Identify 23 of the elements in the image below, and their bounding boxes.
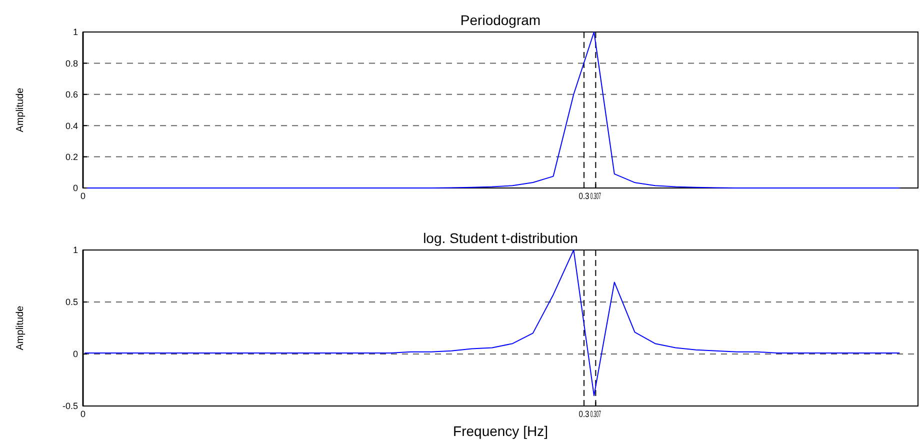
y-tick-label: 0.2 [65, 152, 78, 162]
y-axis-title: Amplitude [15, 87, 26, 132]
y-tick-label: 0.6 [65, 90, 78, 100]
x-tick-label: 0 [80, 191, 86, 201]
x-tick-label: 0.307 [590, 409, 613, 419]
chart-title: Periodogram [460, 12, 541, 28]
y-tick-label: 1 [72, 27, 78, 38]
y-tick-label: 0.8 [65, 58, 78, 68]
y-tick-label: 0.4 [65, 120, 78, 131]
line-series [84, 250, 900, 396]
y-tick-label: 0 [72, 183, 78, 194]
x-tick-label: 0.307 [590, 191, 613, 201]
x-tick-label: 0 [80, 409, 86, 419]
y-tick-label: 0 [72, 349, 78, 360]
x-axis-title: Frequency [Hz] [453, 423, 548, 439]
y-tick-label: 1 [72, 245, 78, 256]
chart-title: log. Student t-distribution [423, 230, 578, 246]
x-tick-label: 0.3 [578, 191, 592, 201]
y-axis-title: Amplitude [15, 305, 26, 350]
y-tick-label: 0.5 [65, 297, 78, 308]
x-tick-label: 0.3 [578, 409, 592, 419]
y-tick-label: -0.5 [62, 401, 78, 412]
line-series [84, 32, 900, 188]
